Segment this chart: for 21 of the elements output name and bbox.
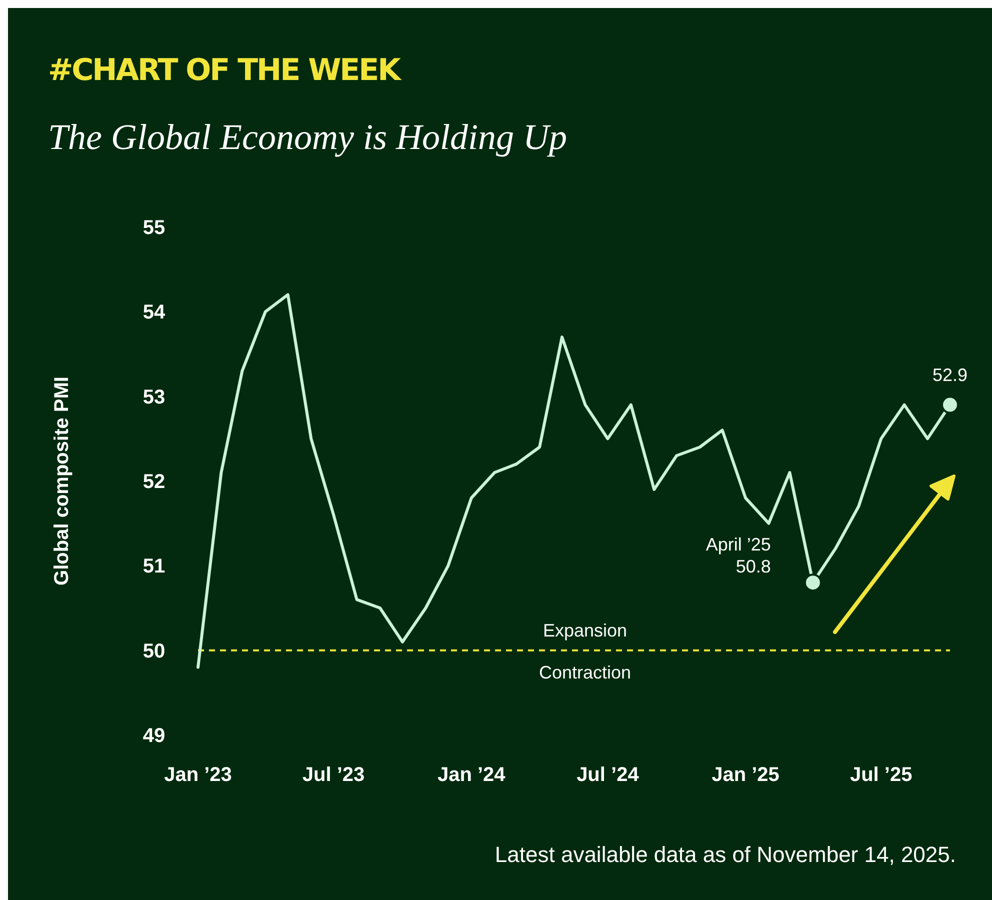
- y-tick-label: 54: [142, 302, 166, 324]
- x-tick-label: Jul ’23: [302, 764, 365, 786]
- y-tick-label: 55: [142, 217, 166, 239]
- x-tick-label: Jan ’23: [164, 764, 232, 786]
- chart-title: #CHART OF THE WEEK: [48, 53, 403, 88]
- annotation: 52.9: [932, 364, 968, 385]
- y-tick-label: 51: [142, 556, 166, 578]
- text: Latest available data as of November 14, 2025.: [494, 842, 956, 867]
- y-axis-title: Global composite PMI: [51, 376, 73, 586]
- x-tick-label: Jul ’25: [850, 764, 912, 786]
- y-tick-label: 49: [142, 725, 166, 747]
- annotation: Contraction: [538, 662, 632, 682]
- annotation: Expansion: [542, 620, 628, 640]
- y-tick-label: 53: [142, 386, 166, 408]
- x-tick-label: Jul ’24: [576, 764, 640, 786]
- x-tick-label: Jan ’24: [437, 764, 506, 786]
- x-tick-label: Jan ’25: [712, 764, 780, 786]
- y-tick-label: 50: [142, 640, 166, 662]
- chart-subtitle: The Global Economy is Holding Up: [48, 117, 567, 157]
- y-tick-label: 52: [142, 471, 166, 493]
- annotation: April ’25 50.8: [706, 534, 771, 577]
